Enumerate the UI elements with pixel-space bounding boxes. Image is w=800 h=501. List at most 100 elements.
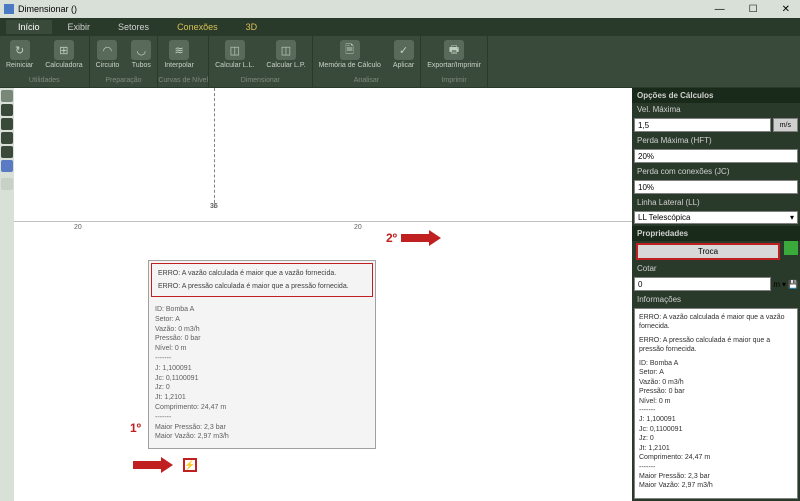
ribbon-icon: ≋ <box>169 40 189 60</box>
troca-button[interactable]: Troca <box>636 243 780 260</box>
ribbon-btn-tubos[interactable]: ◡Tubos <box>125 38 157 76</box>
info-line: Jt: 1,2101 <box>639 444 793 453</box>
info-err2: ERRO: A pressão calculada é maior que a … <box>639 336 793 355</box>
tool-pan[interactable] <box>1 104 13 116</box>
info-line: Nível: 0 m <box>639 397 793 406</box>
troca-action-icon[interactable] <box>784 241 798 255</box>
tool-fit[interactable] <box>1 146 13 158</box>
pump-icon[interactable]: ⚡ <box>183 458 197 472</box>
window-title: Dimensionar () <box>18 4 77 14</box>
ribbon-group: ◠Circuito◡TubosPreparação <box>90 36 159 87</box>
menu-tab-conexões[interactable]: Conexões <box>165 20 230 34</box>
menu-tab-3d[interactable]: 3D <box>234 20 270 34</box>
ribbon-icon: 🗎 <box>340 40 360 60</box>
ribbon-icon: ◡ <box>131 40 151 60</box>
annotation-1-arrow <box>133 457 173 473</box>
tooltip-line: ID: Bomba A <box>155 305 369 315</box>
left-toolbar <box>0 88 14 501</box>
ribbon-btn-interpolar[interactable]: ≋Interpolar <box>158 38 200 76</box>
ribbon-group: ≋InterpolarCurvas de Nível <box>158 36 209 87</box>
ll-select[interactable]: LL Telescópica▾ <box>634 211 798 224</box>
menu-tab-início[interactable]: Início <box>6 20 52 34</box>
tooltip-line: J: 1,100091 <box>155 364 369 374</box>
tooltip-line: Jt: 1,2101 <box>155 393 369 403</box>
ribbon-icon: ✓ <box>394 40 414 60</box>
tool-select[interactable] <box>1 90 13 102</box>
info-line: ------- <box>639 406 793 415</box>
cotar-input[interactable] <box>634 277 771 291</box>
tool-zoom-out[interactable] <box>1 132 13 144</box>
ribbon-icon: ◠ <box>97 40 117 60</box>
info-line: Comprimento: 24,47 m <box>639 453 793 462</box>
titlebar: Dimensionar () — ☐ ✕ <box>0 0 800 18</box>
velmax-label: Vel. Máxima <box>632 103 800 116</box>
ribbon-icon: ↻ <box>10 40 30 60</box>
ribbon-group: ↻Reiniciar⊞CalculadoraUtilidades <box>0 36 90 87</box>
ribbon-group: 🗎Memória de Cálculo✓AplicarAnalisar <box>313 36 422 87</box>
info-line: J: 1,100091 <box>639 415 793 424</box>
info-line: Maior Vazão: 2,97 m3/h <box>639 481 793 490</box>
ribbon-btn-exportar-imprimir[interactable]: 🖶Exportar/Imprimir <box>421 38 487 76</box>
app-icon <box>4 4 14 14</box>
tooltip-line: Maior Vazão: 2,97 m3/h <box>155 432 369 442</box>
info-header: Informações <box>632 293 800 306</box>
ribbon-btn-circuito[interactable]: ◠Circuito <box>90 38 126 76</box>
options-header: Opções de Cálculos <box>632 88 800 103</box>
annotation-2: 2º <box>386 230 441 246</box>
info-line: Jz: 0 <box>639 434 793 443</box>
info-line: Pressão: 0 bar <box>639 387 793 396</box>
velmax-input[interactable] <box>634 118 771 132</box>
save-icon[interactable]: 💾 <box>788 280 798 289</box>
info-line: Vazão: 0 m3/h <box>639 378 793 387</box>
tool-cloud[interactable] <box>1 178 13 190</box>
ribbon-btn-mem-ria-de-c-lculo[interactable]: 🗎Memória de Cálculo <box>313 38 387 76</box>
velmax-unit[interactable]: m/s <box>773 118 798 132</box>
ribbon-btn-calculadora[interactable]: ⊞Calculadora <box>39 38 88 76</box>
ribbon-btn-calcular-l-l-[interactable]: ◫Calcular L.L. <box>209 38 260 76</box>
tooltip-info: ID: Bomba ASetor: AVazão: 0 m3/hPressão:… <box>149 299 375 448</box>
ribbon-group: 🖶Exportar/ImprimirImprimir <box>421 36 488 87</box>
axis-horizontal <box>14 221 632 222</box>
perda-label: Perda Máxima (HFT) <box>632 134 800 147</box>
close-button[interactable]: ✕ <box>776 4 796 15</box>
tick-left: 20 <box>74 224 82 231</box>
tooltip-line: Jc: 0,1100091 <box>155 374 369 384</box>
annotation-1-label: 1º <box>130 421 141 435</box>
menu-tab-setores[interactable]: Setores <box>106 20 161 34</box>
tooltip-line: Nível: 0 m <box>155 344 369 354</box>
maximize-button[interactable]: ☐ <box>743 4 764 15</box>
jc-input[interactable] <box>634 180 798 194</box>
tooltip-line: Jz: 0 <box>155 383 369 393</box>
ribbon-icon: 🖶 <box>444 40 464 60</box>
info-line: Maior Pressão: 2,3 bar <box>639 472 793 481</box>
perda-input[interactable] <box>634 149 798 163</box>
menu-tab-exibir[interactable]: Exibir <box>56 20 103 34</box>
canvas[interactable]: 35 20 20 ERRO: A vazão calculada é maior… <box>14 88 632 501</box>
chevron-down-icon: ▾ <box>790 213 794 222</box>
info-err1: ERRO: A vazão calculada é maior que a va… <box>639 313 793 332</box>
tooltip-line: Vazão: 0 m3/h <box>155 325 369 335</box>
tool-layer[interactable] <box>1 160 13 172</box>
origin-label: 35 <box>210 203 218 210</box>
info-line: Setor: A <box>639 368 793 377</box>
minimize-button[interactable]: — <box>709 4 731 15</box>
ribbon-icon: ◫ <box>276 40 296 60</box>
tooltip-line: Comprimento: 24,47 m <box>155 403 369 413</box>
tooltip-line: Pressão: 0 bar <box>155 334 369 344</box>
right-panel: Opções de Cálculos Vel. Máxima m/s Perda… <box>632 88 800 501</box>
tool-zoom-in[interactable] <box>1 118 13 130</box>
tooltip-line: Maior Pressão: 2,3 bar <box>155 423 369 433</box>
tooltip-line: Setor: A <box>155 315 369 325</box>
error-section: ERRO: A vazão calculada é maior que a va… <box>151 263 373 297</box>
menubar: Início ExibirSetores Conexões 3D <box>0 18 800 36</box>
cotar-unit[interactable]: m <box>773 280 780 289</box>
jc-label: Perda com conexões (JC) <box>632 165 800 178</box>
ribbon-icon: ◫ <box>225 40 245 60</box>
tooltip-box: ERRO: A vazão calculada é maior que a va… <box>148 260 376 449</box>
ribbon-btn-reiniciar[interactable]: ↻Reiniciar <box>0 38 39 76</box>
ribbon-btn-aplicar[interactable]: ✓Aplicar <box>387 38 420 76</box>
tooltip-line: ------- <box>155 413 369 423</box>
ribbon-btn-calcular-l-p-[interactable]: ◫Calcular L.P. <box>260 38 311 76</box>
cotar-label: Cotar <box>632 262 800 275</box>
cotar-dropdown[interactable]: ▾ <box>782 280 786 289</box>
